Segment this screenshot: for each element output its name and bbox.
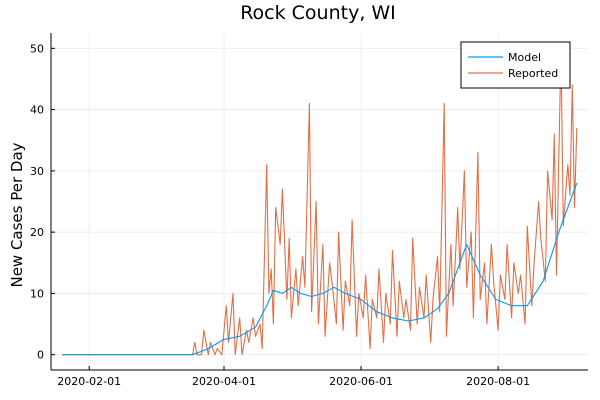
grid-layer [51,33,588,370]
legend-box [460,41,571,89]
x-tick-label: 2020-06-01 [329,375,393,388]
ticks-layer: 0 10 20 30 40 50 2020-02-01 2020-04-01 2020-06-0… [30,42,530,388]
chart-title: Rock County, WI [240,2,396,24]
y-tick-label: 40 [30,104,44,117]
y-tick-label: 30 [30,165,44,178]
legend-label-model: Model [508,51,541,64]
series-line-model [62,182,578,356]
legend: Model Reported [460,41,571,89]
x-tick-label: 2020-04-01 [192,375,256,388]
y-tick-label: 20 [30,226,44,239]
y-tick-label: 50 [30,42,44,55]
series-layer [62,47,578,356]
y-tick-label: 0 [37,349,44,362]
x-tick-label: 2020-08-01 [466,375,530,388]
y-tick-label: 10 [30,287,44,300]
x-tick-label: 2020-02-01 [57,375,121,388]
y-axis-label: New Cases Per Day [8,142,26,287]
legend-label-reported: Reported [508,67,558,80]
series-line-reported [62,47,578,356]
